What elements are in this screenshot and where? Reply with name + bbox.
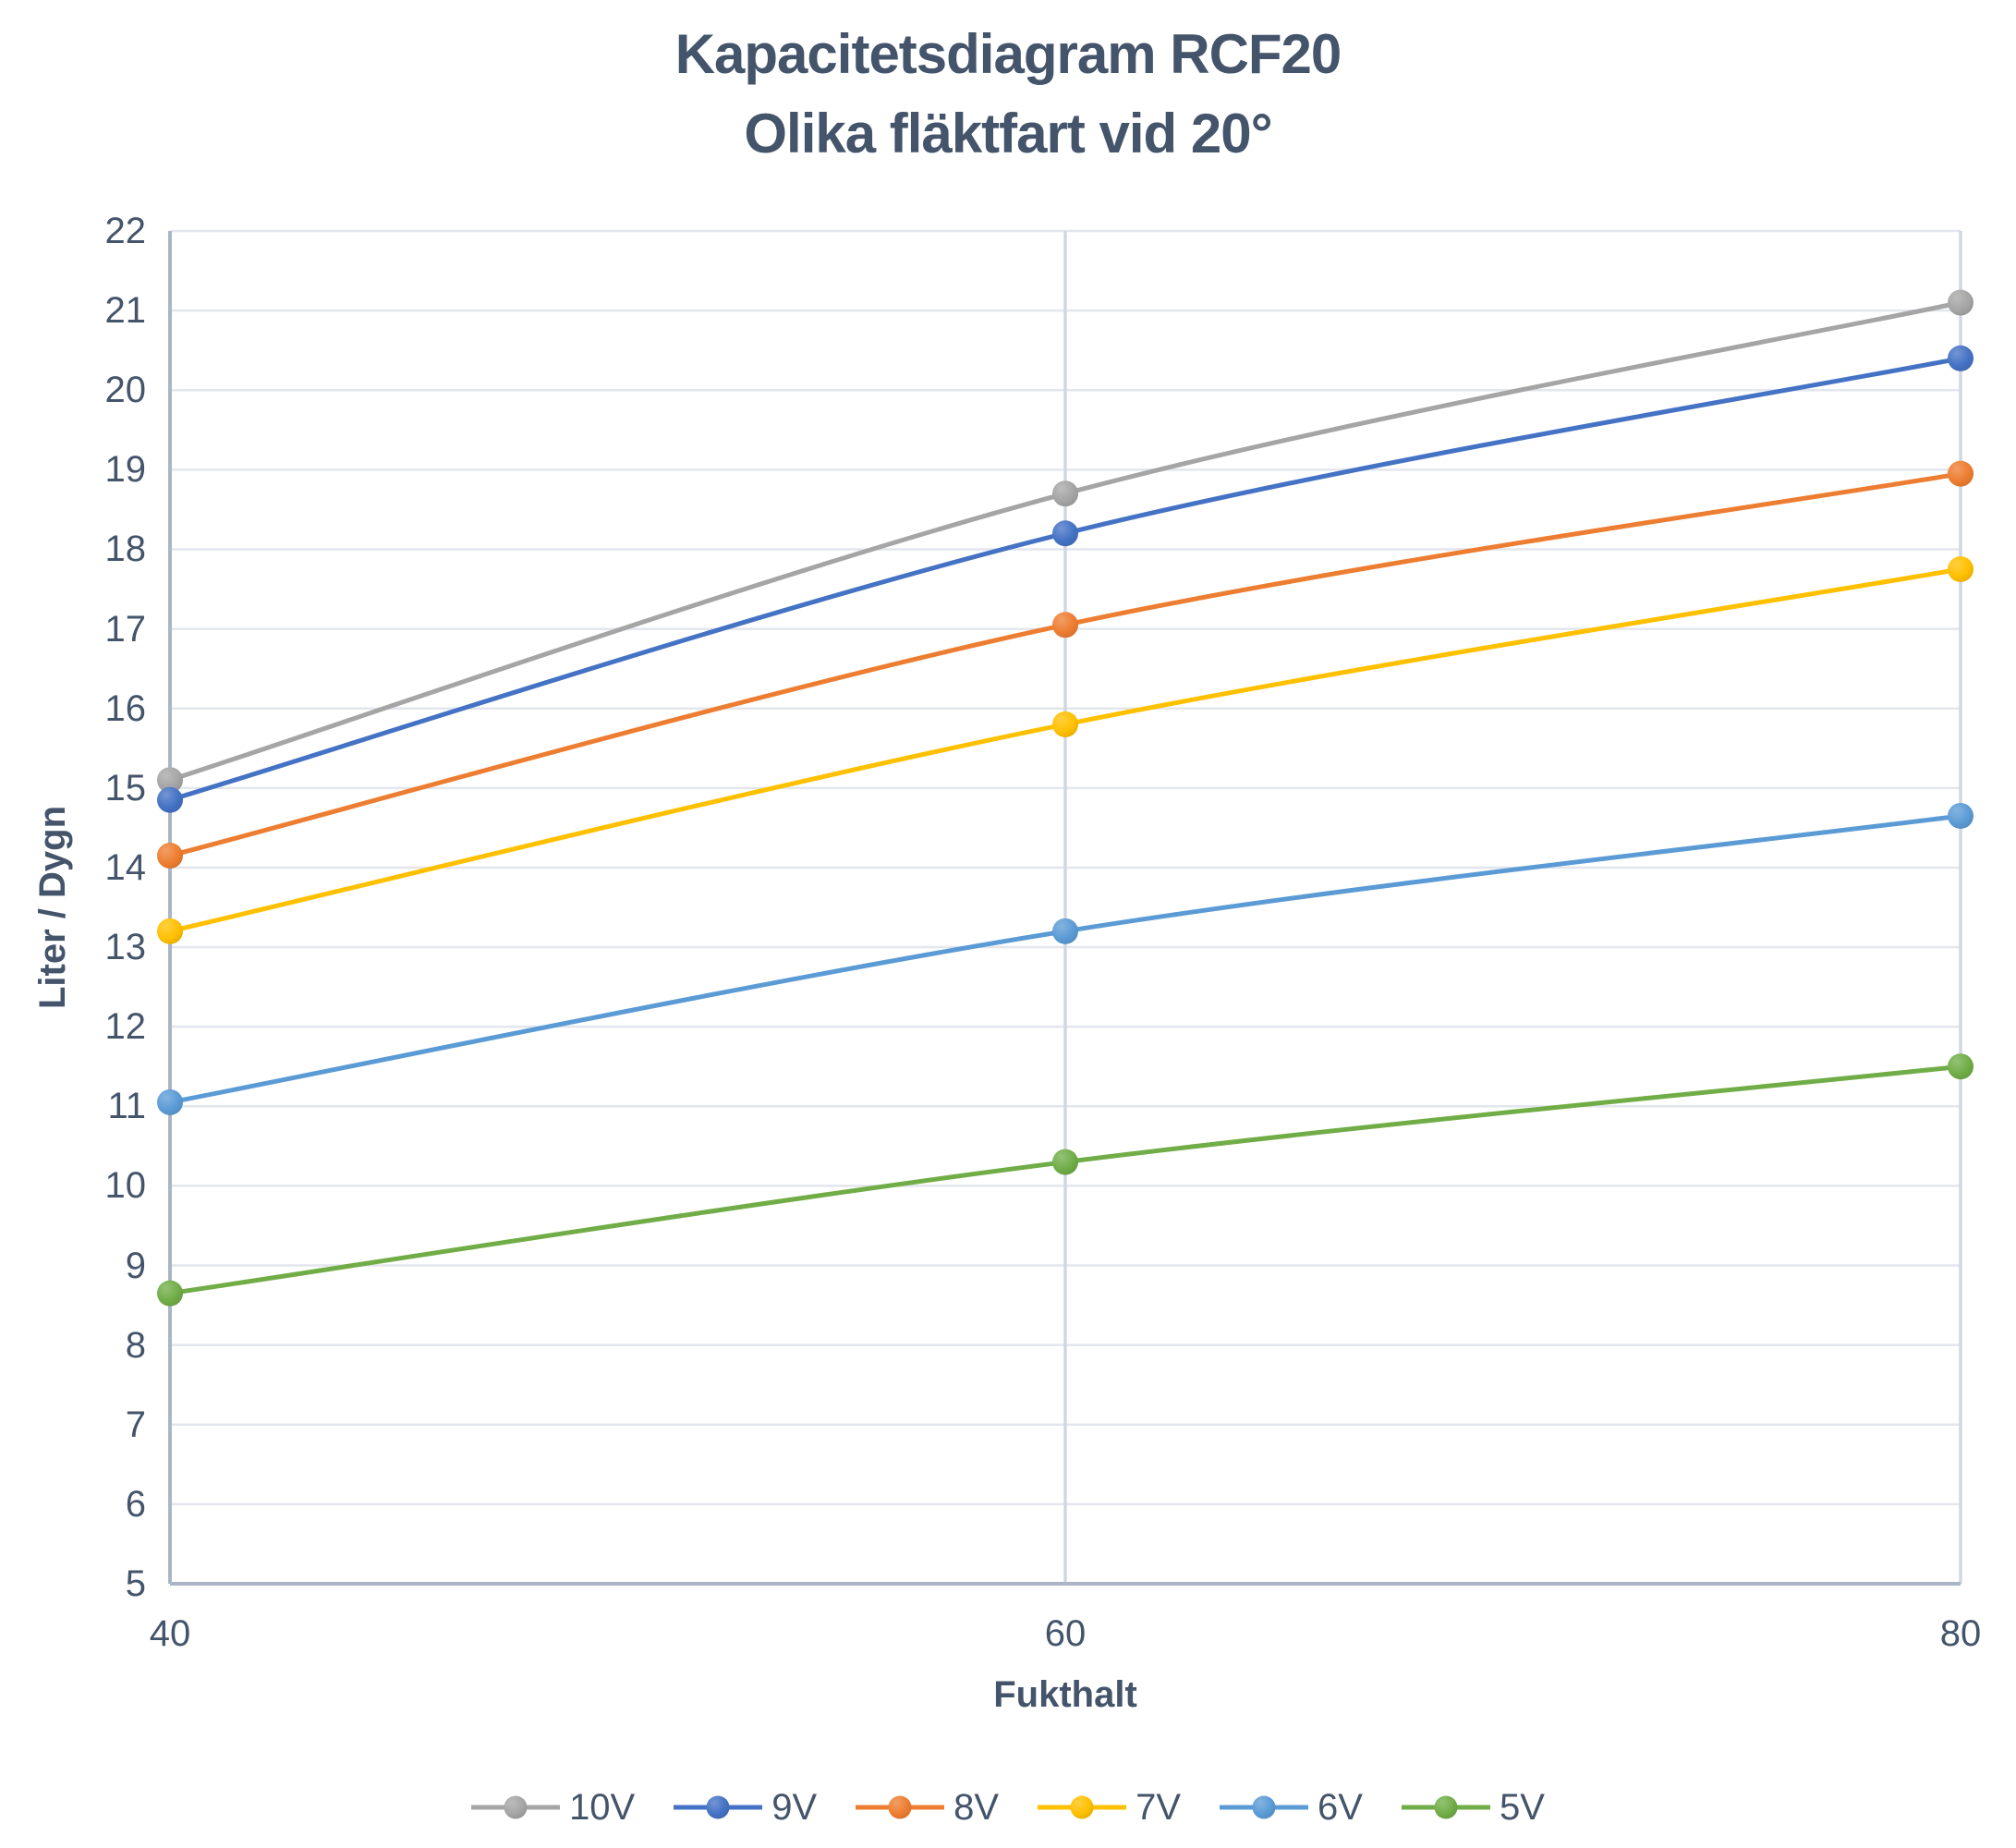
marker-5V-x40 [157,1280,183,1307]
x-tick-60: 60 [1044,1613,1087,1654]
legend-marker-5V [1401,1795,1490,1819]
legend-label-10V: 10V [569,1786,636,1828]
y-tick-6: 6 [125,1483,146,1525]
marker-10V-x80 [1948,289,1973,316]
y-tick-18: 18 [104,529,147,570]
y-tick-20: 20 [104,370,147,411]
legend-item-6V: 6V [1220,1787,1363,1829]
marker-8V-x40 [157,843,183,869]
y-tick-17: 17 [104,608,147,650]
chart-title-line1: Kapacitetsdiagram RCF20 [674,23,1342,85]
legend-item-9V: 9V [674,1787,817,1829]
legend-marker-9V [674,1795,763,1819]
y-tick-12: 12 [104,1006,147,1048]
chart-title: Kapacitetsdiagram RCF20 Olika fläktfart … [0,15,2016,174]
marker-5V-x60 [1052,1149,1078,1175]
y-tick-16: 16 [104,687,147,729]
marker-10V-x40 [157,767,183,794]
y-tick-14: 14 [104,846,147,888]
y-tick-7: 7 [125,1404,146,1445]
legend-label-5V: 5V [1499,1786,1545,1828]
legend-item-10V: 10V [471,1787,635,1829]
y-tick-13: 13 [104,927,147,968]
y-tick-19: 19 [104,449,147,491]
marker-7V-x40 [157,918,183,944]
y-tick-11: 11 [107,1086,146,1127]
marker-9V-x80 [1948,345,1973,371]
legend-label-9V: 9V [771,1786,818,1828]
y-axis-title: Liter / Dygn [32,805,73,1010]
marker-8V-x80 [1948,460,1973,487]
legend-label-8V: 8V [953,1786,1000,1828]
legend: 10V 9V 8V 7V 6V 5V [0,1778,2016,1837]
y-tick-9: 9 [125,1245,146,1286]
marker-6V-x60 [1052,918,1078,944]
marker-10V-x60 [1052,480,1078,507]
marker-9V-x60 [1052,520,1078,547]
x-tick-80: 80 [1939,1613,1982,1654]
y-tick-15: 15 [104,767,147,808]
y-tick-10: 10 [104,1165,147,1207]
y-tick-21: 21 [104,290,147,332]
marker-8V-x60 [1052,612,1078,638]
y-tick-8: 8 [125,1324,146,1366]
legend-marker-8V [856,1795,945,1819]
legend-item-8V: 8V [856,1787,999,1829]
legend-marker-10V [471,1795,561,1819]
x-axis-title: Fukthalt [993,1674,1137,1715]
marker-6V-x40 [157,1088,183,1115]
legend-marker-7V [1038,1795,1127,1819]
marker-7V-x60 [1052,711,1078,737]
legend-label-6V: 6V [1318,1786,1363,1828]
y-tick-22: 22 [104,211,147,251]
marker-9V-x40 [157,786,183,813]
marker-6V-x80 [1948,802,1973,829]
x-tick-40: 40 [149,1613,191,1654]
marker-7V-x80 [1948,556,1973,582]
y-tick-5: 5 [125,1563,146,1604]
legend-marker-6V [1220,1795,1309,1819]
legend-item-5V: 5V [1401,1786,1545,1829]
legend-item-7V: 7V [1038,1787,1181,1829]
legend-label-7V: 7V [1136,1786,1182,1828]
chart-title-line2: Olika fläktfart vid 20° [744,103,1272,164]
marker-5V-x80 [1948,1053,1973,1080]
